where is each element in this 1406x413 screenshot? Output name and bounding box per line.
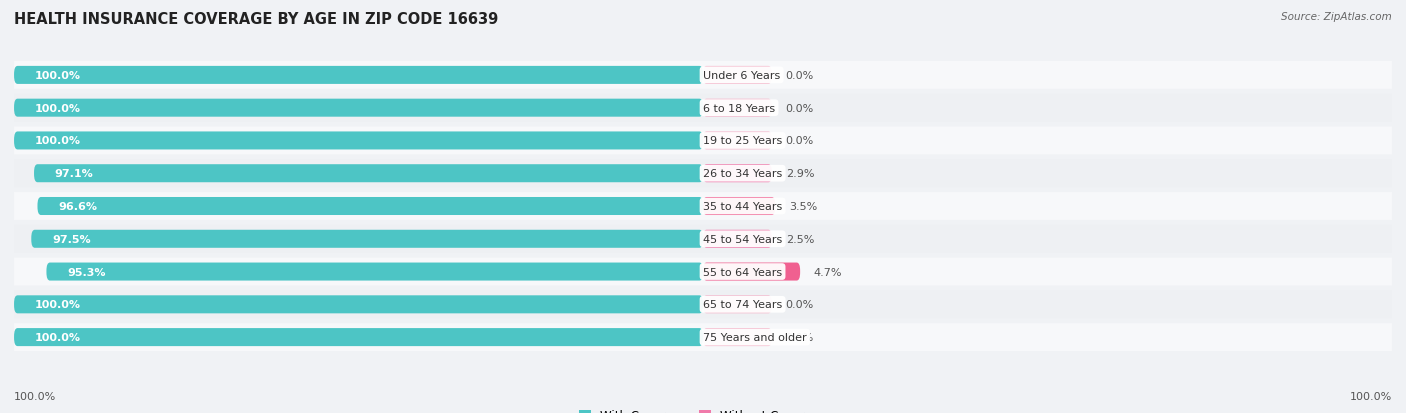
- Text: 2.5%: 2.5%: [786, 234, 814, 244]
- FancyBboxPatch shape: [703, 263, 800, 281]
- Text: Under 6 Years: Under 6 Years: [703, 71, 780, 81]
- Text: 75 Years and older: 75 Years and older: [703, 332, 807, 342]
- Text: 100.0%: 100.0%: [35, 103, 80, 114]
- Text: 2.9%: 2.9%: [786, 169, 814, 179]
- Text: 100.0%: 100.0%: [14, 391, 56, 401]
- FancyBboxPatch shape: [703, 197, 775, 216]
- Text: 96.6%: 96.6%: [58, 202, 97, 211]
- Text: 0.0%: 0.0%: [786, 332, 814, 342]
- FancyBboxPatch shape: [14, 296, 703, 313]
- FancyBboxPatch shape: [46, 263, 703, 281]
- FancyBboxPatch shape: [14, 132, 703, 150]
- Text: 3.5%: 3.5%: [789, 202, 817, 211]
- Text: 6 to 18 Years: 6 to 18 Years: [703, 103, 775, 114]
- Text: 97.5%: 97.5%: [52, 234, 90, 244]
- FancyBboxPatch shape: [14, 225, 1392, 253]
- Text: 45 to 54 Years: 45 to 54 Years: [703, 234, 782, 244]
- Text: 0.0%: 0.0%: [786, 136, 814, 146]
- FancyBboxPatch shape: [14, 127, 1392, 155]
- Text: 100.0%: 100.0%: [35, 136, 80, 146]
- Text: Source: ZipAtlas.com: Source: ZipAtlas.com: [1281, 12, 1392, 22]
- FancyBboxPatch shape: [14, 100, 703, 117]
- Text: 55 to 64 Years: 55 to 64 Years: [703, 267, 782, 277]
- Text: 0.0%: 0.0%: [786, 103, 814, 114]
- FancyBboxPatch shape: [31, 230, 703, 248]
- Text: 100.0%: 100.0%: [35, 71, 80, 81]
- Text: 95.3%: 95.3%: [67, 267, 105, 277]
- Text: 19 to 25 Years: 19 to 25 Years: [703, 136, 782, 146]
- FancyBboxPatch shape: [703, 132, 772, 150]
- FancyBboxPatch shape: [14, 291, 1392, 318]
- FancyBboxPatch shape: [703, 165, 772, 183]
- Text: 100.0%: 100.0%: [35, 299, 80, 310]
- FancyBboxPatch shape: [14, 328, 703, 346]
- Text: 35 to 44 Years: 35 to 44 Years: [703, 202, 782, 211]
- Text: 65 to 74 Years: 65 to 74 Years: [703, 299, 782, 310]
- FancyBboxPatch shape: [14, 258, 1392, 286]
- Text: 100.0%: 100.0%: [1350, 391, 1392, 401]
- Text: 0.0%: 0.0%: [786, 71, 814, 81]
- FancyBboxPatch shape: [14, 192, 1392, 221]
- Text: 97.1%: 97.1%: [55, 169, 93, 179]
- Text: 26 to 34 Years: 26 to 34 Years: [703, 169, 782, 179]
- FancyBboxPatch shape: [703, 328, 772, 346]
- FancyBboxPatch shape: [703, 230, 772, 248]
- FancyBboxPatch shape: [38, 197, 703, 216]
- Legend: With Coverage, Without Coverage: With Coverage, Without Coverage: [574, 404, 832, 413]
- FancyBboxPatch shape: [14, 67, 703, 85]
- FancyBboxPatch shape: [703, 100, 772, 117]
- Text: HEALTH INSURANCE COVERAGE BY AGE IN ZIP CODE 16639: HEALTH INSURANCE COVERAGE BY AGE IN ZIP …: [14, 12, 498, 27]
- FancyBboxPatch shape: [14, 160, 1392, 188]
- FancyBboxPatch shape: [703, 296, 772, 313]
- FancyBboxPatch shape: [34, 165, 703, 183]
- FancyBboxPatch shape: [14, 95, 1392, 122]
- FancyBboxPatch shape: [14, 323, 1392, 351]
- Text: 0.0%: 0.0%: [786, 299, 814, 310]
- Text: 4.7%: 4.7%: [814, 267, 842, 277]
- Text: 100.0%: 100.0%: [35, 332, 80, 342]
- FancyBboxPatch shape: [14, 62, 1392, 90]
- FancyBboxPatch shape: [703, 67, 772, 85]
